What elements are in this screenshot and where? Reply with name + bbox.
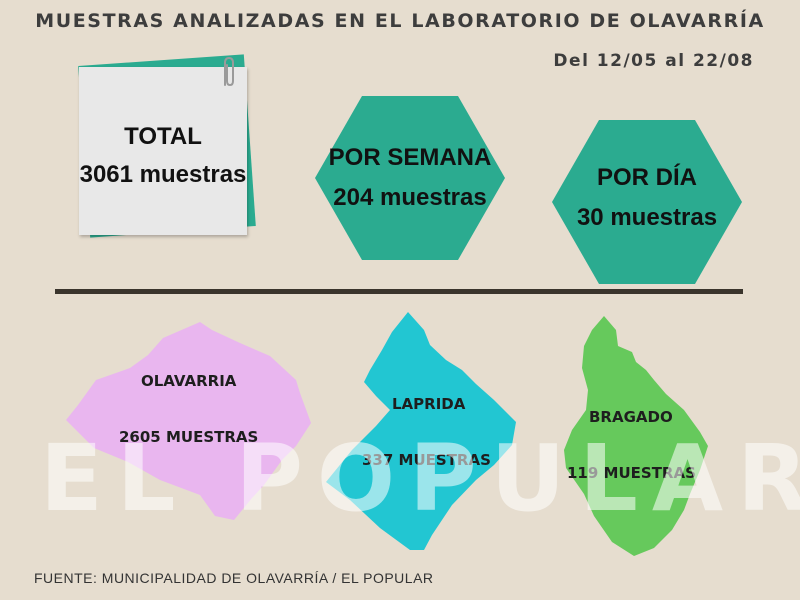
olavarria-map xyxy=(66,322,311,520)
laprida-map xyxy=(326,312,516,550)
weekly-label: POR SEMANA xyxy=(328,144,492,171)
date-range: Del 12/05 al 22/08 xyxy=(553,51,754,71)
hexagon-shape xyxy=(315,96,505,260)
bragado-map xyxy=(564,316,708,556)
daily-stat: POR DÍA 30 muestras xyxy=(552,158,742,238)
total-value: 3061 muestras xyxy=(79,161,247,188)
section-divider xyxy=(55,289,743,294)
daily-hexagon: POR DÍA 30 muestras xyxy=(552,120,742,284)
source-footer: FUENTE: MUNICIPALIDAD DE OLAVARRÍA / EL … xyxy=(34,570,434,586)
weekly-value: 204 muestras xyxy=(333,184,487,211)
bragado-label: BRAGADO xyxy=(589,408,673,426)
daily-value: 30 muestras xyxy=(576,204,718,231)
total-note xyxy=(79,67,247,235)
olavarria-label: OLAVARRIA xyxy=(141,372,237,390)
laprida-value: 337 MUESTRAS xyxy=(362,451,491,469)
daily-label: POR DÍA xyxy=(596,164,697,191)
hexagon-shape xyxy=(552,120,742,284)
weekly-stat: POR SEMANA 204 muestras xyxy=(315,138,505,218)
total-label: TOTAL xyxy=(124,123,202,150)
laprida-label: LAPRIDA xyxy=(392,395,466,413)
weekly-hexagon: POR SEMANA 204 muestras xyxy=(315,96,505,260)
paperclip-icon xyxy=(224,56,234,87)
total-stat: TOTAL 3061 muestras xyxy=(79,118,247,194)
watermark: EL POPULAR xyxy=(40,425,800,532)
olavarria-value: 2605 MUESTRAS xyxy=(119,428,259,446)
bragado-value: 119 MUESTRAS xyxy=(567,464,696,482)
page-title: MUESTRAS ANALIZADAS EN EL LABORATORIO DE… xyxy=(35,10,765,32)
